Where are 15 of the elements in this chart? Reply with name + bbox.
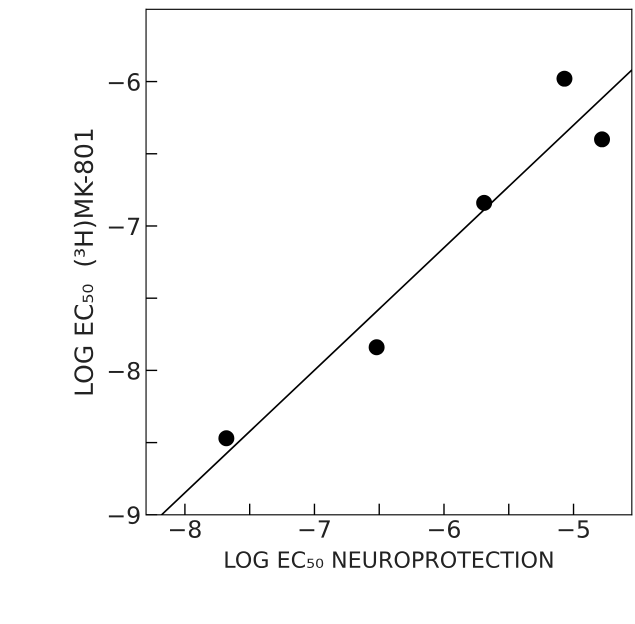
y-axis-title: LOG EC₅₀ (³H)MK-801 <box>74 130 96 394</box>
y-tick-label: −6 <box>108 73 140 91</box>
point <box>368 339 385 356</box>
point <box>556 70 572 87</box>
x-tick-label: −5 <box>558 520 589 538</box>
y-tick-label: −9 <box>108 506 140 524</box>
point <box>218 430 234 446</box>
x-tick-label: −6 <box>429 520 460 538</box>
point <box>476 194 492 211</box>
point <box>594 131 610 148</box>
x-tick-label: −7 <box>300 520 330 538</box>
x-tick-label: −8 <box>170 520 201 538</box>
y-tick-label: −7 <box>108 218 140 235</box>
y-tick-label: −8 <box>108 362 140 380</box>
x-axis-title: LOG EC₅₀ NEUROPROTECTION <box>225 551 552 568</box>
